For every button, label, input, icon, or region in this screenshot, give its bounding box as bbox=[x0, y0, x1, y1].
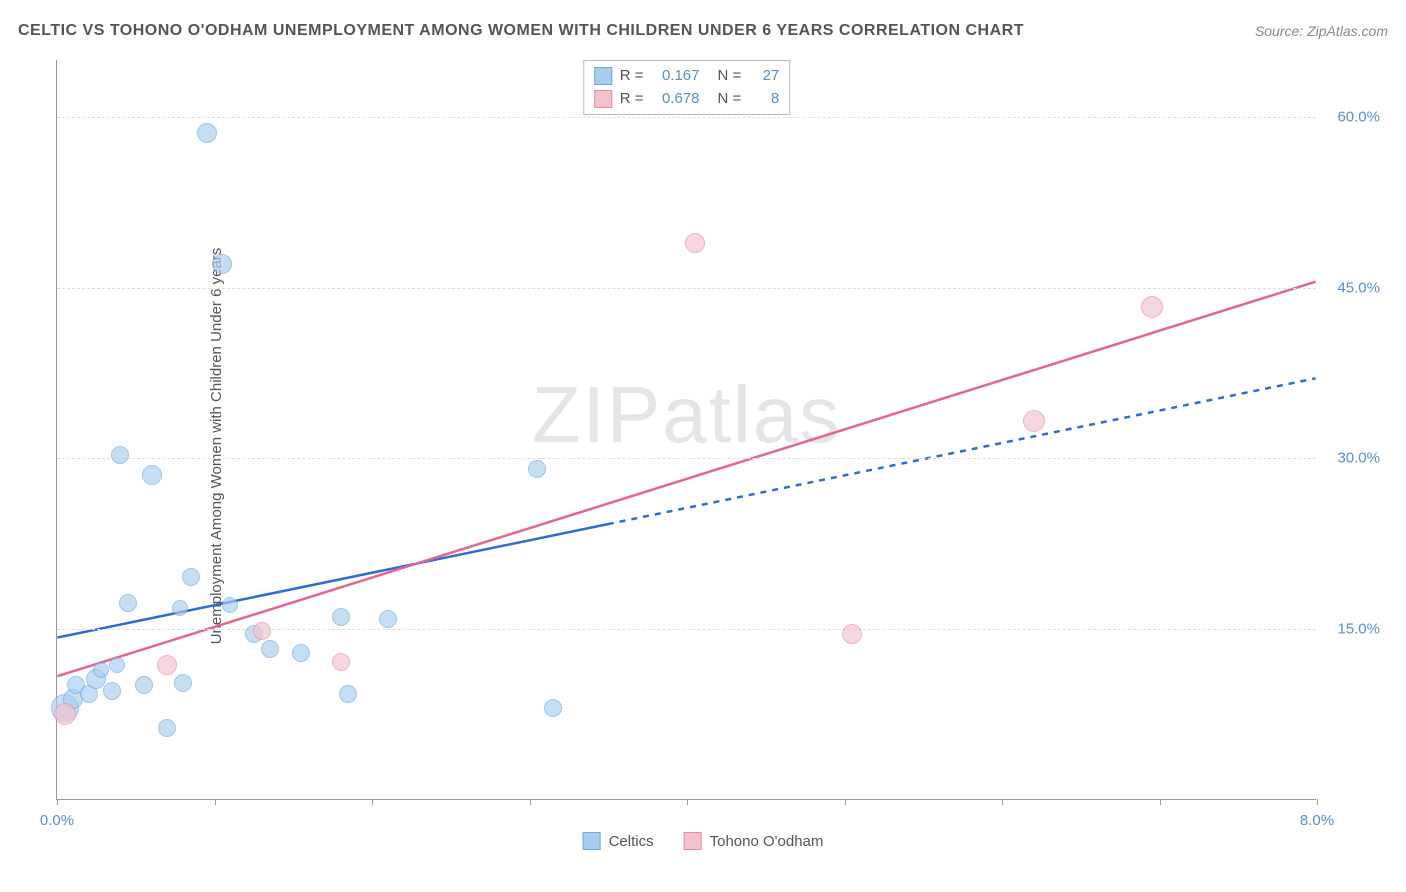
stats-box: R = 0.167 N = 27 R = 0.678 N = 8 bbox=[583, 60, 791, 115]
stats-row: R = 0.167 N = 27 bbox=[594, 65, 780, 88]
scatter-point bbox=[261, 640, 279, 658]
x-tick bbox=[57, 799, 58, 805]
stat-n-value: 8 bbox=[749, 88, 779, 111]
chart-source: Source: ZipAtlas.com bbox=[1255, 23, 1388, 39]
scatter-point bbox=[292, 644, 310, 662]
scatter-point bbox=[842, 624, 862, 644]
plot-area: ZIPatlas R =0.167N =27R =0.678N =8 15.0%… bbox=[56, 60, 1316, 800]
x-tick bbox=[687, 799, 688, 805]
scatter-point bbox=[174, 674, 192, 692]
scatter-point bbox=[197, 123, 217, 143]
stats-row: R = 0.678 N = 8 bbox=[594, 88, 780, 111]
legend-label: Celtics bbox=[609, 833, 654, 850]
x-tick bbox=[1160, 799, 1161, 805]
scatter-point bbox=[528, 460, 546, 478]
series-swatch bbox=[594, 90, 612, 108]
x-tick bbox=[845, 799, 846, 805]
scatter-point bbox=[172, 600, 188, 616]
x-tick-label: 8.0% bbox=[1300, 812, 1334, 829]
gridline bbox=[57, 117, 1316, 118]
x-tick bbox=[530, 799, 531, 805]
scatter-point bbox=[93, 662, 109, 678]
x-tick bbox=[1002, 799, 1003, 805]
stat-r-label: R = bbox=[620, 65, 644, 88]
scatter-point bbox=[54, 703, 76, 725]
scatter-point bbox=[685, 233, 705, 253]
stat-r-label: R = bbox=[620, 88, 644, 111]
scatter-point bbox=[111, 446, 129, 464]
y-tick-label: 30.0% bbox=[1337, 450, 1380, 467]
scatter-point bbox=[339, 685, 357, 703]
trend-lines bbox=[57, 60, 1316, 799]
y-tick-label: 60.0% bbox=[1337, 108, 1380, 125]
x-tick bbox=[1317, 799, 1318, 805]
stat-n-label: N = bbox=[718, 65, 742, 88]
stat-n-value: 27 bbox=[749, 65, 779, 88]
x-tick bbox=[372, 799, 373, 805]
scatter-point bbox=[544, 699, 562, 717]
scatter-point bbox=[157, 655, 177, 675]
scatter-point bbox=[135, 676, 153, 694]
scatter-point bbox=[212, 254, 232, 274]
gridline bbox=[57, 458, 1316, 459]
gridline bbox=[57, 288, 1316, 289]
scatter-point bbox=[332, 608, 350, 626]
scatter-point bbox=[222, 597, 238, 613]
scatter-point bbox=[1023, 410, 1045, 432]
scatter-point bbox=[142, 465, 162, 485]
legend: Celtics Tohono O'odham bbox=[583, 832, 824, 850]
watermark: ZIPatlas bbox=[532, 369, 841, 461]
chart-header: CELTIC VS TOHONO O'ODHAM UNEMPLOYMENT AM… bbox=[18, 22, 1388, 40]
scatter-point bbox=[253, 622, 271, 640]
legend-item: Celtics bbox=[583, 832, 654, 850]
scatter-point bbox=[1141, 296, 1163, 318]
stat-n-label: N = bbox=[718, 88, 742, 111]
stat-r-value: 0.678 bbox=[652, 88, 700, 111]
scatter-point bbox=[379, 610, 397, 628]
stat-r-value: 0.167 bbox=[652, 65, 700, 88]
x-tick bbox=[215, 799, 216, 805]
series-swatch bbox=[594, 67, 612, 85]
y-tick-label: 45.0% bbox=[1337, 279, 1380, 296]
scatter-point bbox=[103, 682, 121, 700]
scatter-point bbox=[109, 657, 125, 673]
legend-label: Tohono O'odham bbox=[710, 833, 824, 850]
scatter-point bbox=[119, 594, 137, 612]
chart-title: CELTIC VS TOHONO O'ODHAM UNEMPLOYMENT AM… bbox=[18, 22, 1024, 40]
x-tick-label: 0.0% bbox=[40, 812, 74, 829]
legend-swatch bbox=[583, 832, 601, 850]
scatter-point bbox=[182, 568, 200, 586]
scatter-point bbox=[158, 719, 176, 737]
legend-item: Tohono O'odham bbox=[684, 832, 824, 850]
legend-swatch bbox=[684, 832, 702, 850]
scatter-point bbox=[332, 653, 350, 671]
y-tick-label: 15.0% bbox=[1337, 621, 1380, 638]
